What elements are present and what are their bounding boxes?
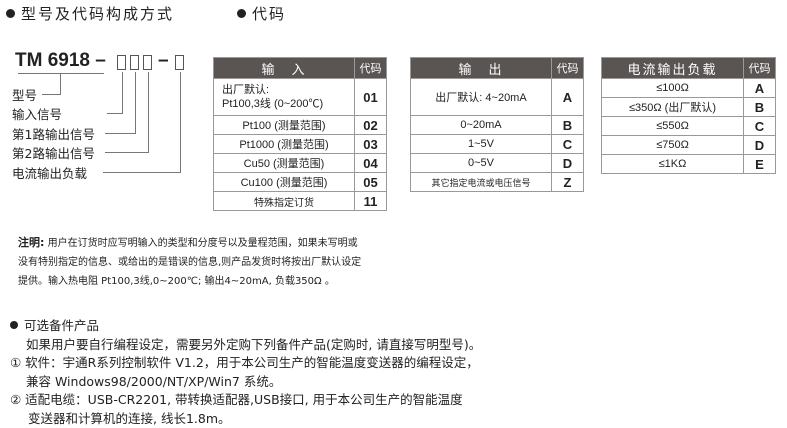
table-row: Cu100 (测量范围) 05: [213, 172, 387, 192]
label-model: 型号: [12, 88, 38, 103]
connector: [42, 94, 61, 95]
label-output2: 第2路输出信号: [12, 146, 95, 161]
label-input: 输入信号: [12, 107, 63, 122]
connector: [180, 72, 181, 172]
note-block: 注明: 用户在订货时应写明输入的类型和分度号以及量程范围，如果未写明或 没有特别…: [18, 236, 362, 287]
table-row: ≤750Ω D: [601, 135, 776, 155]
connector: [60, 74, 61, 94]
connector: [105, 152, 149, 153]
label-load: 电流输出负载: [12, 166, 88, 181]
code-box-load: [175, 55, 184, 70]
table-row: 出厂默认: Pt100,3线 (0~200℃) 01: [213, 78, 387, 116]
table-row: ≤350Ω (出厂默认) B: [601, 97, 776, 117]
connector: [122, 72, 123, 113]
table-row: ≤1KΩ E: [601, 154, 776, 174]
table-row: 0~20mA B: [410, 115, 584, 135]
table-row: ≤100Ω A: [601, 78, 776, 98]
bullet-icon: [10, 321, 18, 329]
section-heading-model: 型号及代码构成方式: [6, 3, 174, 24]
underline: [18, 73, 104, 74]
connector: [103, 172, 181, 173]
table-row: ≤550Ω C: [601, 116, 776, 136]
table-row: Pt1000 (测量范围) 03: [213, 134, 387, 154]
connector: [107, 113, 123, 114]
table-row: 出厂默认: 4~20mA A: [410, 78, 584, 116]
table-row: 0~5V D: [410, 153, 584, 173]
table-row: Cu50 (测量范围) 04: [213, 153, 387, 173]
table-row: Pt100 (测量范围) 02: [213, 115, 387, 135]
table-row: 1~5V C: [410, 134, 584, 154]
optional-accessories: 可选备件产品 如果用户要自行编程设定，需要另外定购下列备件产品(定购时, 请直接…: [10, 318, 482, 426]
model-dash: –: [158, 50, 169, 71]
code-box-output2: [143, 55, 152, 70]
code-box-output1: [130, 55, 139, 70]
section-heading-code: 代码: [237, 3, 286, 24]
connector: [105, 133, 136, 134]
code-box-input: [117, 55, 126, 70]
connector: [135, 72, 136, 133]
load-code-table: 电流输出负载 代码 ≤100Ω A ≤350Ω (出厂默认) B ≤550Ω C ≤75…: [601, 57, 776, 174]
connector: [148, 72, 149, 152]
input-code-table: 输 入代码 出厂默认: Pt100,3线 (0~200℃) 01 Pt100 (测量…: [213, 57, 387, 211]
model-prefix: TM 6918 –: [15, 50, 106, 71]
table-row: 其它指定电流或电压信号 Z: [410, 172, 584, 192]
output-code-table: 输 出代码 出厂默认: 4~20mA A 0~20mA B 1~5V C 0~5V D …: [410, 57, 584, 192]
table-row: 特殊指定订货 11: [213, 191, 387, 211]
bullet-icon: [6, 9, 15, 18]
bullet-icon: [237, 9, 246, 18]
label-output1: 第1路输出信号: [12, 127, 95, 142]
